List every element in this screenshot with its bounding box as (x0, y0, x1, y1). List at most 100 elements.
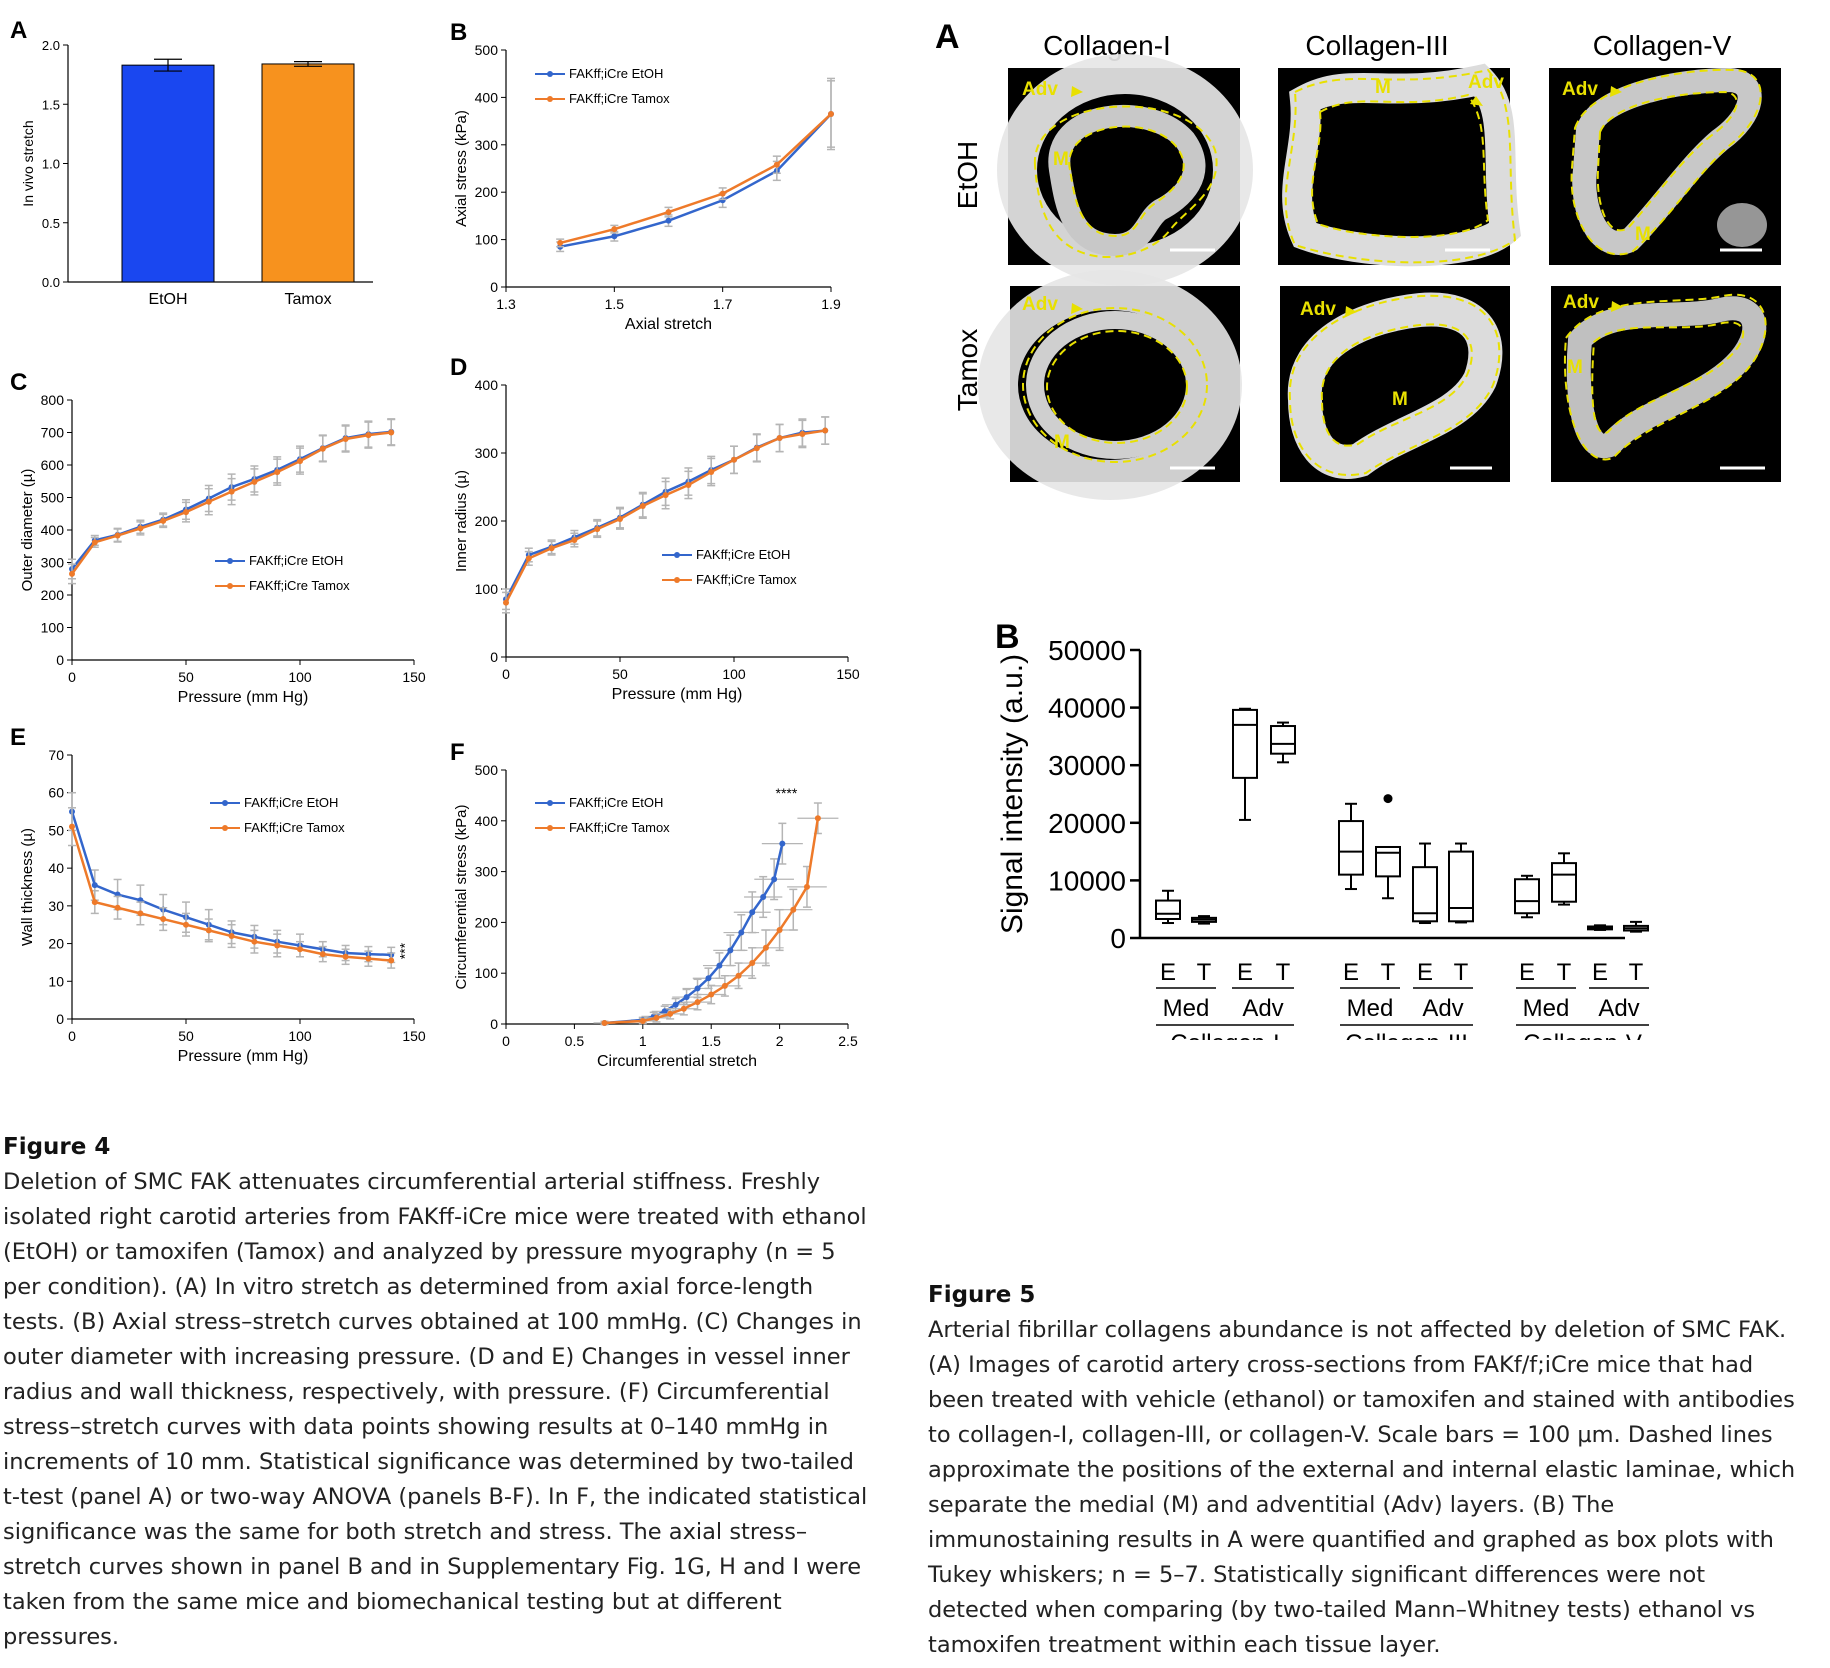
data-point (114, 532, 121, 539)
x-tick-label: 2.5 (838, 1033, 858, 1049)
significance-annotation: **** (776, 785, 798, 801)
series-line-etoh (604, 843, 784, 1025)
y-tick-label: 0 (490, 279, 498, 295)
data-point (749, 909, 756, 916)
data-point (683, 994, 690, 1001)
data-point (738, 929, 745, 936)
data-point (694, 985, 701, 992)
legend-label: FAKff;iCre Tamox (249, 578, 350, 593)
x-tick-label: 2 (776, 1033, 784, 1049)
fig4e-line-chart: 0 10 20 30 40 50 60 70 0 50 100 150 Pressure (mm Hg)… (10, 724, 426, 1065)
y-tick-label: 500 (475, 762, 499, 778)
x-axis-label: Axial stretch (625, 316, 712, 333)
data-point (297, 458, 303, 465)
label-adv: Adv (1468, 72, 1504, 93)
data-point (611, 226, 618, 233)
data-point (731, 456, 737, 463)
label-adv: Adv (1562, 79, 1598, 100)
data-point (680, 1005, 687, 1012)
x-box-label: T (1557, 959, 1572, 986)
y-tick-label: 40000 (1048, 693, 1126, 724)
data-point (183, 921, 189, 928)
x-tick-label: 1.5 (605, 296, 625, 312)
figure5-text: Arterial fibrillar collagens abundance i… (928, 1317, 1796, 1658)
x-tick-label: 1.3 (496, 296, 516, 312)
y-tick-label: 400 (41, 522, 65, 538)
micrograph-etoh-collagen-5: Adv M (1549, 67, 1781, 265)
data-point (91, 882, 98, 889)
data-point (137, 525, 144, 532)
x-tick-label: 1.5 (701, 1033, 721, 1049)
data-point (779, 840, 786, 847)
x-tick-label: 1 (639, 1033, 647, 1049)
legend-marker (547, 96, 553, 102)
data-point (814, 815, 821, 822)
box-iqr (1375, 845, 1401, 878)
data-point (665, 209, 672, 216)
box-iqr (1338, 820, 1364, 876)
y-tick-label: 300 (475, 445, 499, 461)
y-tick-label: 0.5 (42, 216, 60, 231)
data-point (611, 233, 618, 240)
panel-letter: D (450, 354, 467, 381)
x-tick-label: 0 (502, 666, 510, 682)
data-point (365, 432, 372, 439)
fig5a-micrograph-grid: A Collagen-I Collagen-III Collagen-V EtO… (935, 18, 1781, 500)
y-tick-label: 1.5 (42, 97, 60, 112)
data-point (274, 942, 281, 949)
y-axis-label: Inner radius (µ) (453, 470, 470, 572)
box-collagen-i-adv-e (1232, 707, 1258, 821)
fig4f-line-chart: 0 100 200 300 400 500 0 0.5 1 1.5 2 2.5 Circumferent… (450, 739, 858, 1070)
series-line-etoh (559, 113, 832, 248)
label-m: M (1054, 432, 1070, 453)
x-box-label: E (1519, 959, 1535, 986)
x-box-label: E (1417, 959, 1433, 986)
y-tick-label: 40 (48, 860, 64, 876)
data-point (251, 938, 258, 945)
y-axis-label: Outer diameter (µ) (19, 469, 36, 592)
data-point (160, 517, 167, 524)
data-point (790, 906, 797, 913)
data-point (776, 927, 783, 934)
data-point (183, 509, 189, 516)
label-m: M (1392, 389, 1408, 410)
box-collagen-iii-med-t (1375, 794, 1401, 900)
layer-label: Adv (1422, 995, 1463, 1022)
col-header-collagen-3: Collagen-III (1305, 30, 1448, 61)
label-adv: Adv (1300, 299, 1336, 320)
box-collagen-v-adv-t (1623, 920, 1649, 933)
y-tick-label: 0 (490, 649, 498, 665)
legend-marker (547, 800, 553, 806)
data-point (160, 916, 167, 923)
x-box-label: E (1343, 959, 1359, 986)
data-point (653, 1014, 660, 1021)
figure4-title: Figure 4 (3, 1134, 111, 1160)
data-point (274, 469, 281, 476)
data-point (503, 599, 509, 606)
data-point (342, 953, 349, 960)
layer-label: Adv (1598, 995, 1639, 1022)
fig4d-line-chart: 0 100 200 300 400 0 50 100 150 Pressure (mm Hg) In… (450, 354, 860, 703)
data-point (708, 469, 715, 476)
data-point (388, 429, 395, 436)
y-tick-label: 200 (475, 513, 499, 529)
x-tick-label: 0 (502, 1033, 510, 1049)
legend-marker (222, 825, 228, 831)
data-point (617, 515, 623, 522)
data-point (137, 910, 144, 917)
y-tick-label: 300 (475, 864, 499, 880)
y-tick-label: 300 (41, 555, 65, 571)
legend-label: FAKff;iCre EtOH (569, 795, 663, 810)
y-axis-label: Signal intensity (a.u.) (996, 654, 1029, 934)
data-point (708, 991, 715, 998)
legend-marker (227, 583, 233, 589)
y-tick-label: 30 (48, 898, 64, 914)
legend-label: FAKff;iCre Tamox (696, 572, 797, 587)
y-tick-label: 0 (1110, 923, 1126, 954)
y-tick-label: 100 (475, 581, 499, 597)
x-tick-label: 100 (722, 666, 746, 682)
data-point (828, 110, 834, 117)
legend-marker (547, 825, 553, 831)
micrograph-tamox-collagen-5: Adv M (1551, 286, 1781, 482)
panel-letter: E (10, 724, 26, 751)
